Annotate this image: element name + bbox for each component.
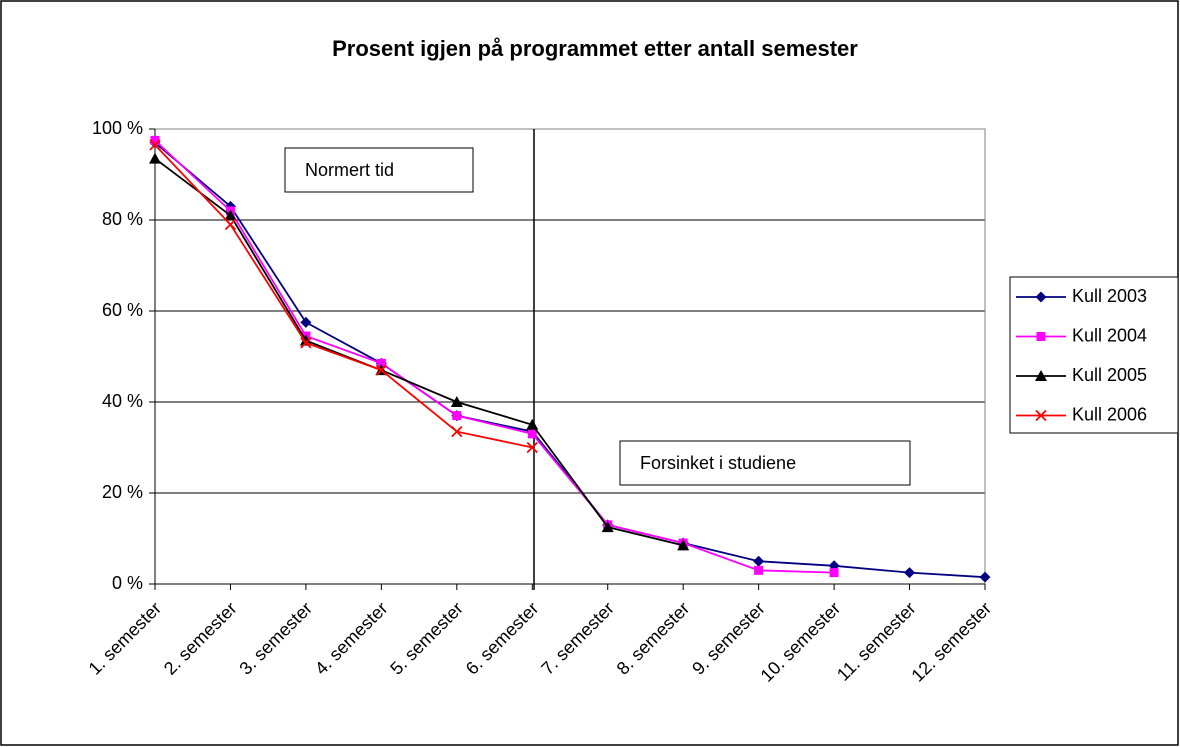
marker <box>150 135 160 145</box>
marker <box>300 337 312 349</box>
marker <box>526 441 538 454</box>
marker <box>450 396 463 407</box>
y-tick-label: 40 % <box>102 391 143 411</box>
marker <box>224 218 237 231</box>
marker <box>451 425 463 438</box>
marker <box>1036 332 1046 341</box>
series-line <box>154 144 533 449</box>
annotation: Forsinket i studiene <box>640 453 796 473</box>
annotation: Normert tid <box>305 160 394 180</box>
marker <box>1035 409 1047 422</box>
series-line <box>154 157 684 547</box>
chart-title: Prosent igjen på programmet etter antall… <box>332 36 858 61</box>
series-line <box>154 139 835 574</box>
y-tick-label: 0 % <box>112 573 143 593</box>
marker <box>452 411 462 421</box>
marker <box>1035 291 1047 303</box>
y-tick-label: 20 % <box>102 482 143 502</box>
marker <box>527 429 537 439</box>
marker <box>753 555 765 567</box>
annotation-box <box>284 147 474 193</box>
y-tick-label: 60 % <box>102 300 143 320</box>
marker <box>979 571 991 583</box>
legend-label: Kull 2005 <box>1072 365 1147 385</box>
marker <box>375 364 388 376</box>
y-tick-label: 80 % <box>102 209 143 229</box>
marker <box>904 567 916 579</box>
annotation-box <box>619 440 911 486</box>
legend-label: Kull 2006 <box>1072 404 1147 424</box>
marker <box>526 418 539 430</box>
marker <box>1035 370 1047 381</box>
marker <box>677 539 690 551</box>
marker <box>149 139 161 151</box>
legend-label: Kull 2003 <box>1072 286 1147 306</box>
marker <box>299 334 312 346</box>
marker <box>376 358 386 368</box>
y-tick-label: 100 % <box>92 118 143 138</box>
marker <box>300 316 312 328</box>
marker <box>754 565 764 575</box>
marker <box>149 152 161 164</box>
marker <box>829 568 839 578</box>
marker <box>224 209 237 221</box>
legend-label: Kull 2004 <box>1072 325 1147 345</box>
marker <box>601 521 614 533</box>
legend-box <box>1009 276 1179 434</box>
